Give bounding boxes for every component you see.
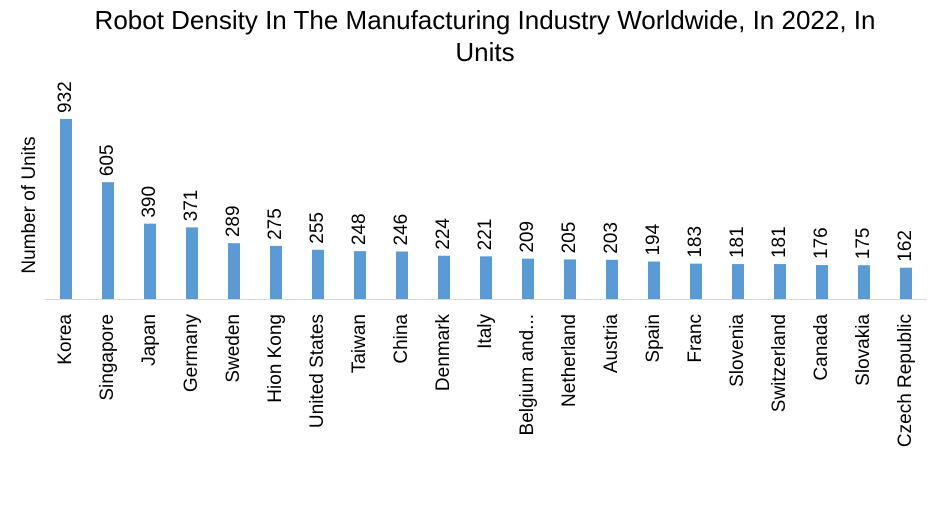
x-tick-label: Italy bbox=[475, 314, 496, 349]
x-tick-label: Korea bbox=[55, 314, 76, 365]
bar bbox=[564, 259, 576, 299]
bar bbox=[480, 256, 492, 299]
chart-title: Robot Density In The Manufacturing Indus… bbox=[94, 5, 876, 67]
value-label: 183 bbox=[685, 226, 706, 258]
bar bbox=[312, 249, 324, 299]
value-label: 175 bbox=[853, 227, 874, 259]
x-tick-label: Czech Republic bbox=[895, 314, 916, 447]
bar bbox=[354, 251, 366, 299]
bar bbox=[186, 227, 198, 299]
bar bbox=[144, 223, 156, 299]
value-label: 275 bbox=[265, 208, 286, 240]
bar bbox=[606, 259, 618, 299]
value-label: 181 bbox=[727, 226, 748, 258]
value-label: 224 bbox=[433, 218, 454, 250]
x-tick-label: Canada bbox=[811, 314, 832, 381]
value-label: 221 bbox=[475, 219, 496, 251]
value-label: 289 bbox=[223, 205, 244, 237]
bar bbox=[648, 261, 660, 299]
value-label: 246 bbox=[391, 214, 412, 246]
value-label: 209 bbox=[517, 221, 538, 253]
value-label: 255 bbox=[307, 212, 328, 244]
x-tick-label: Taiwan bbox=[349, 314, 370, 373]
x-tick-label: Hion Kong bbox=[265, 314, 286, 403]
bar bbox=[858, 265, 870, 299]
x-tick-label: Belgium and... bbox=[517, 314, 538, 435]
x-tick-label: United States bbox=[307, 314, 328, 428]
value-label: 932 bbox=[55, 81, 76, 113]
x-tick-label: Japan bbox=[139, 314, 160, 366]
value-label: 194 bbox=[643, 223, 664, 255]
value-label: 205 bbox=[559, 222, 580, 254]
bar bbox=[774, 264, 786, 299]
x-tick-label: Slovenia bbox=[727, 314, 748, 387]
x-tick-label: Slovakia bbox=[853, 314, 874, 386]
value-label: 181 bbox=[769, 226, 790, 258]
x-tick-label: Germany bbox=[181, 314, 202, 393]
value-label: 176 bbox=[811, 227, 832, 259]
value-label: 248 bbox=[349, 213, 370, 245]
x-tick-label: China bbox=[391, 314, 412, 364]
x-tick-label: Netherland bbox=[559, 314, 580, 407]
bar bbox=[396, 251, 408, 299]
x-tick-label: Spain bbox=[643, 314, 664, 363]
y-axis-label: Number of Units bbox=[19, 136, 40, 273]
x-tick-label: Sweden bbox=[223, 314, 244, 383]
bar bbox=[438, 255, 450, 299]
value-label: 203 bbox=[601, 222, 622, 254]
value-label: 605 bbox=[97, 144, 118, 176]
x-tick-label: Switzerland bbox=[769, 314, 790, 412]
x-tick-label: Denmark bbox=[433, 314, 454, 392]
value-label: 162 bbox=[895, 230, 916, 262]
x-tick-label: Singapore bbox=[97, 314, 118, 401]
x-tick-label: Austria bbox=[601, 314, 622, 374]
bar bbox=[102, 182, 114, 299]
bar bbox=[60, 119, 72, 299]
bar bbox=[900, 267, 912, 299]
x-tick-label: Franc bbox=[685, 314, 706, 363]
value-label: 371 bbox=[181, 190, 202, 222]
bar bbox=[228, 243, 240, 299]
bar bbox=[522, 258, 534, 299]
bar bbox=[732, 264, 744, 299]
bar bbox=[270, 245, 282, 299]
value-label: 390 bbox=[139, 186, 160, 218]
bar bbox=[690, 263, 702, 299]
bar bbox=[816, 265, 828, 299]
